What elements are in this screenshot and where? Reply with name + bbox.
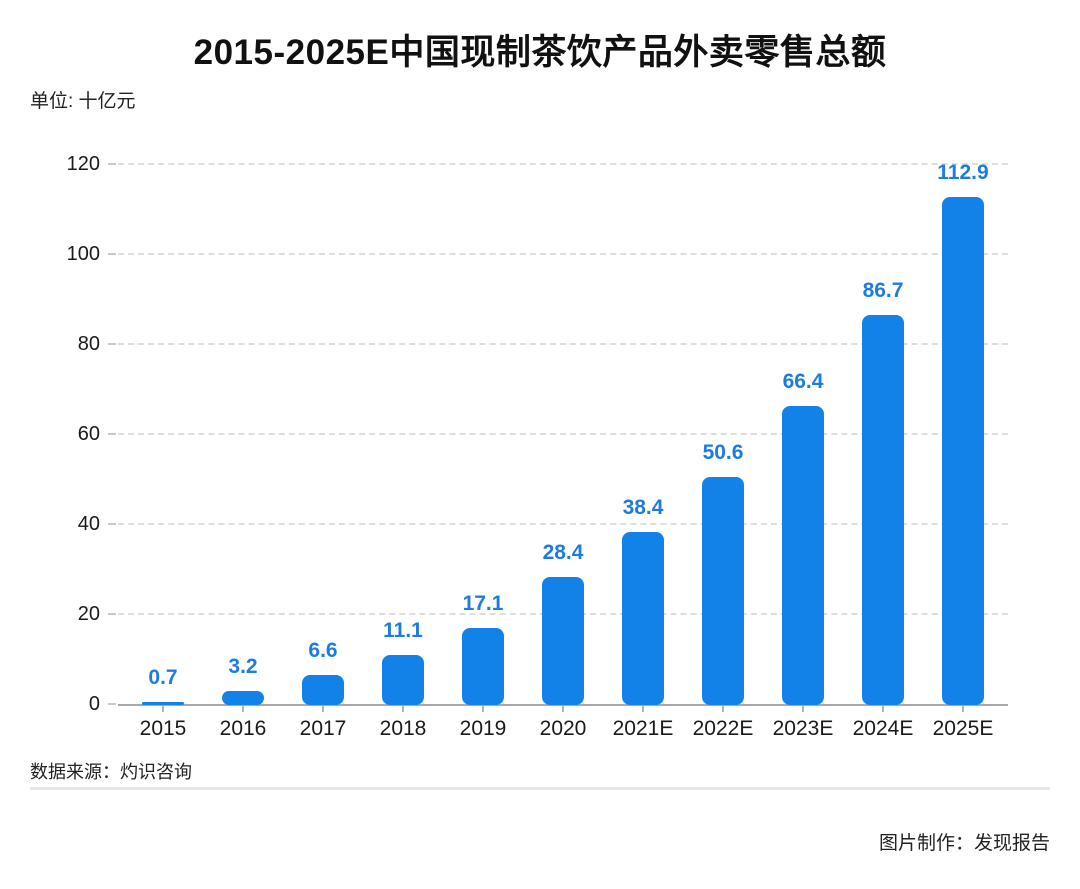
- x-axis-label: 2018: [379, 717, 427, 740]
- bar: [622, 532, 664, 705]
- x-axis-label: 2020: [539, 717, 587, 740]
- gridline: [118, 433, 1008, 435]
- x-axis-label: 2022E: [692, 717, 754, 740]
- x-axis-label: 2017: [299, 717, 347, 740]
- bar-value-label: 38.4: [622, 496, 664, 520]
- bar: [862, 314, 904, 705]
- bar: [302, 675, 344, 705]
- x-axis-label: 2024E: [852, 717, 914, 740]
- bar: [702, 477, 744, 705]
- bar-value-label: 66.4: [782, 370, 824, 394]
- y-tick: [108, 433, 116, 435]
- y-tick: [108, 163, 116, 165]
- y-tick: [108, 523, 116, 525]
- bar-value-label: 0.7: [148, 665, 178, 689]
- y-axis-label: 100: [66, 243, 100, 265]
- bar: [382, 655, 424, 705]
- bar: [542, 577, 584, 705]
- bar-value-label: 3.2: [228, 654, 258, 678]
- x-tick: [162, 706, 164, 712]
- x-axis-label: 2016: [219, 717, 267, 740]
- bar-value-label: 11.1: [383, 619, 423, 643]
- bar: [942, 196, 984, 705]
- gridline: [118, 163, 1008, 165]
- bar-value-label: 112.9: [937, 160, 989, 184]
- y-tick: [108, 613, 116, 615]
- x-tick: [242, 706, 244, 712]
- x-tick: [722, 706, 724, 712]
- y-axis-label: 0: [88, 693, 100, 715]
- bar-value-label: 50.6: [702, 441, 744, 465]
- x-tick: [642, 706, 644, 712]
- source-label: 数据来源：灼识咨询: [30, 762, 192, 782]
- gridline: [118, 523, 1008, 525]
- y-axis-label: 80: [77, 333, 100, 355]
- x-tick: [482, 706, 484, 712]
- x-tick: [882, 706, 884, 712]
- bar: [782, 406, 824, 705]
- x-tick: [802, 706, 804, 712]
- bar-value-label: 86.7: [862, 278, 904, 302]
- divider-line: [30, 787, 1050, 790]
- x-axis-line: [118, 704, 1008, 706]
- bar: [142, 701, 184, 705]
- x-tick: [562, 706, 564, 712]
- bar: [462, 628, 504, 705]
- bar-value-label: 17.1: [462, 592, 504, 616]
- x-axis-label: 2021E: [612, 717, 674, 740]
- bar: [222, 690, 264, 705]
- x-tick: [402, 706, 404, 712]
- x-axis-label: 2023E: [772, 717, 834, 740]
- x-axis-label: 2025E: [932, 717, 994, 740]
- x-axis-label: 2019: [459, 717, 507, 740]
- y-tick: [108, 343, 116, 345]
- x-axis-label: 2015: [139, 717, 187, 740]
- x-tick: [962, 706, 964, 712]
- y-tick: [108, 253, 116, 255]
- unit-label: 单位: 十亿元: [30, 91, 136, 112]
- plot-area: 0 20 40 60 80 100 120 0.7 2015 3.2 2016 6.6 2017 11.1…: [67, 153, 1008, 740]
- y-axis-label: 120: [66, 153, 100, 175]
- bar-value-label: 28.4: [542, 541, 584, 565]
- x-tick: [322, 706, 324, 712]
- bar-value-label: 6.6: [308, 639, 338, 663]
- y-axis-label: 40: [77, 513, 100, 535]
- y-tick: [108, 703, 116, 705]
- chart-title: 2015-2025E中国现制茶饮产品外卖零售总额: [193, 33, 887, 72]
- y-axis-label: 20: [77, 603, 100, 625]
- gridline: [118, 343, 1008, 345]
- y-axis-label: 60: [77, 423, 100, 445]
- gridline: [118, 253, 1008, 255]
- credit-label: 图片制作：发现报告: [878, 833, 1050, 854]
